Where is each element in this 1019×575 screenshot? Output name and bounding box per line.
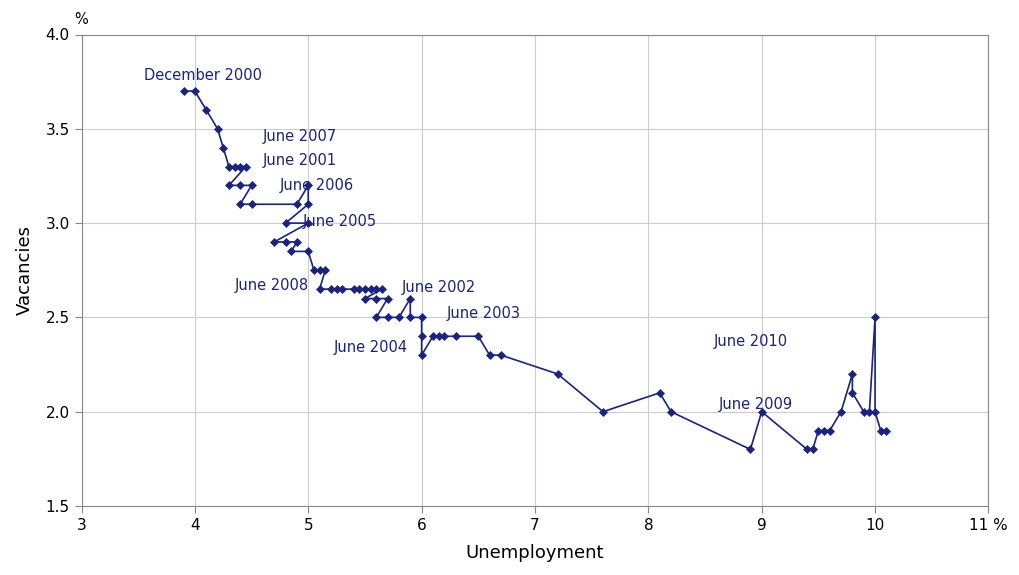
Text: June 2008: June 2008 — [234, 278, 309, 293]
Text: June 2009: June 2009 — [718, 397, 793, 412]
Text: June 2003: June 2003 — [446, 306, 521, 321]
Text: June 2005: June 2005 — [303, 214, 377, 229]
Text: June 2002: June 2002 — [401, 279, 476, 295]
Text: June 2007: June 2007 — [263, 129, 337, 144]
Text: June 2001: June 2001 — [263, 154, 337, 168]
X-axis label: Unemployment: Unemployment — [466, 544, 604, 562]
Text: December 2000: December 2000 — [144, 68, 262, 83]
Text: %: % — [74, 13, 89, 28]
Text: June 2006: June 2006 — [280, 178, 354, 193]
Text: June 2010: June 2010 — [714, 335, 789, 350]
Text: June 2004: June 2004 — [333, 340, 408, 355]
Y-axis label: Vacancies: Vacancies — [16, 225, 35, 315]
